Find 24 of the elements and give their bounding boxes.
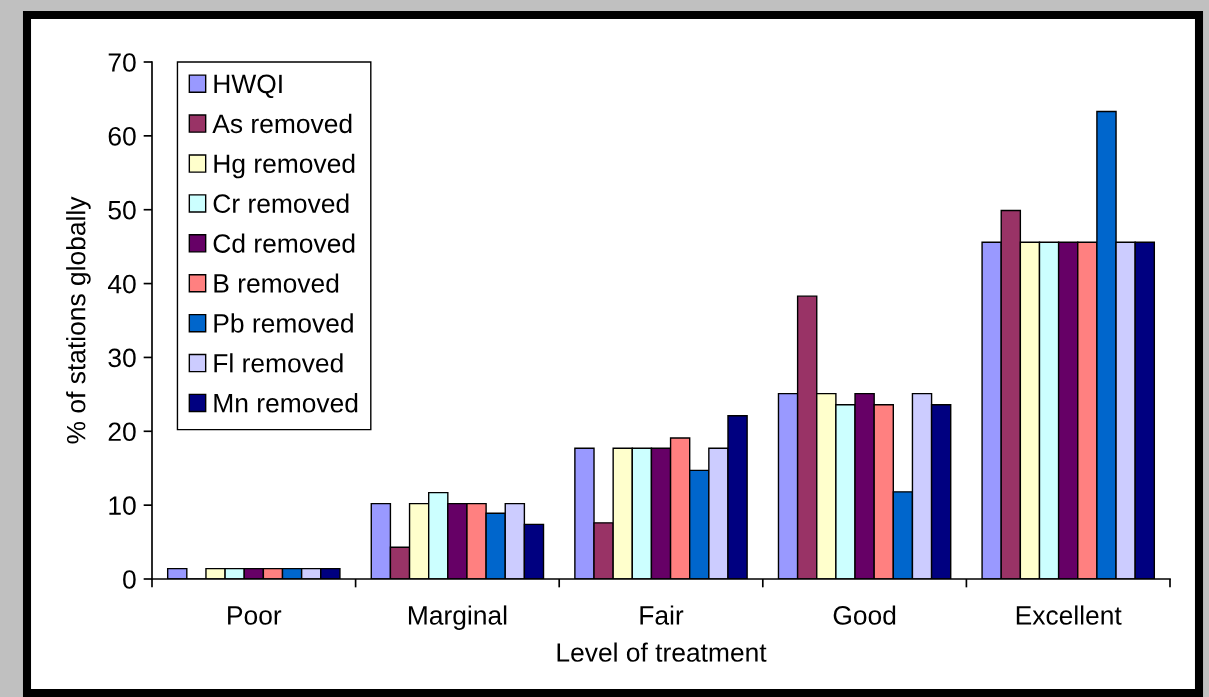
legend-label: B removed (214, 273, 339, 293)
legend-label: Cd removed (213, 233, 355, 253)
legend-label: Cr removed (213, 193, 349, 213)
y-tick-label: 50 (108, 200, 136, 220)
x-tick-label: Poor (228, 606, 282, 625)
y-tick-label: 10 (109, 496, 136, 515)
x-tick-label: Good (833, 605, 896, 625)
legend-label: As removed (212, 113, 352, 134)
legend-label: Hg removed (214, 153, 355, 179)
y-tick-label: 20 (108, 422, 136, 442)
y-tick-label: 0 (123, 570, 136, 589)
legend-label: Fl removed (214, 353, 343, 373)
y-tick-label: 30 (108, 348, 136, 368)
legend-label: Pb removed (214, 313, 353, 333)
y-axis-title: % of stations globally (66, 196, 91, 444)
x-tick-label: Marginal (408, 605, 507, 630)
y-tick-label: 60 (108, 126, 136, 146)
x-tick-label: Excellent (1016, 605, 1122, 625)
x-axis-title: Level of treatment (557, 642, 767, 662)
x-tick-label: Fair (640, 605, 684, 625)
legend-label: HWQI (214, 74, 282, 98)
y-tick-label: 70 (108, 53, 136, 72)
legend-label: Mn removed (214, 393, 358, 413)
y-tick-label: 40 (107, 274, 136, 294)
